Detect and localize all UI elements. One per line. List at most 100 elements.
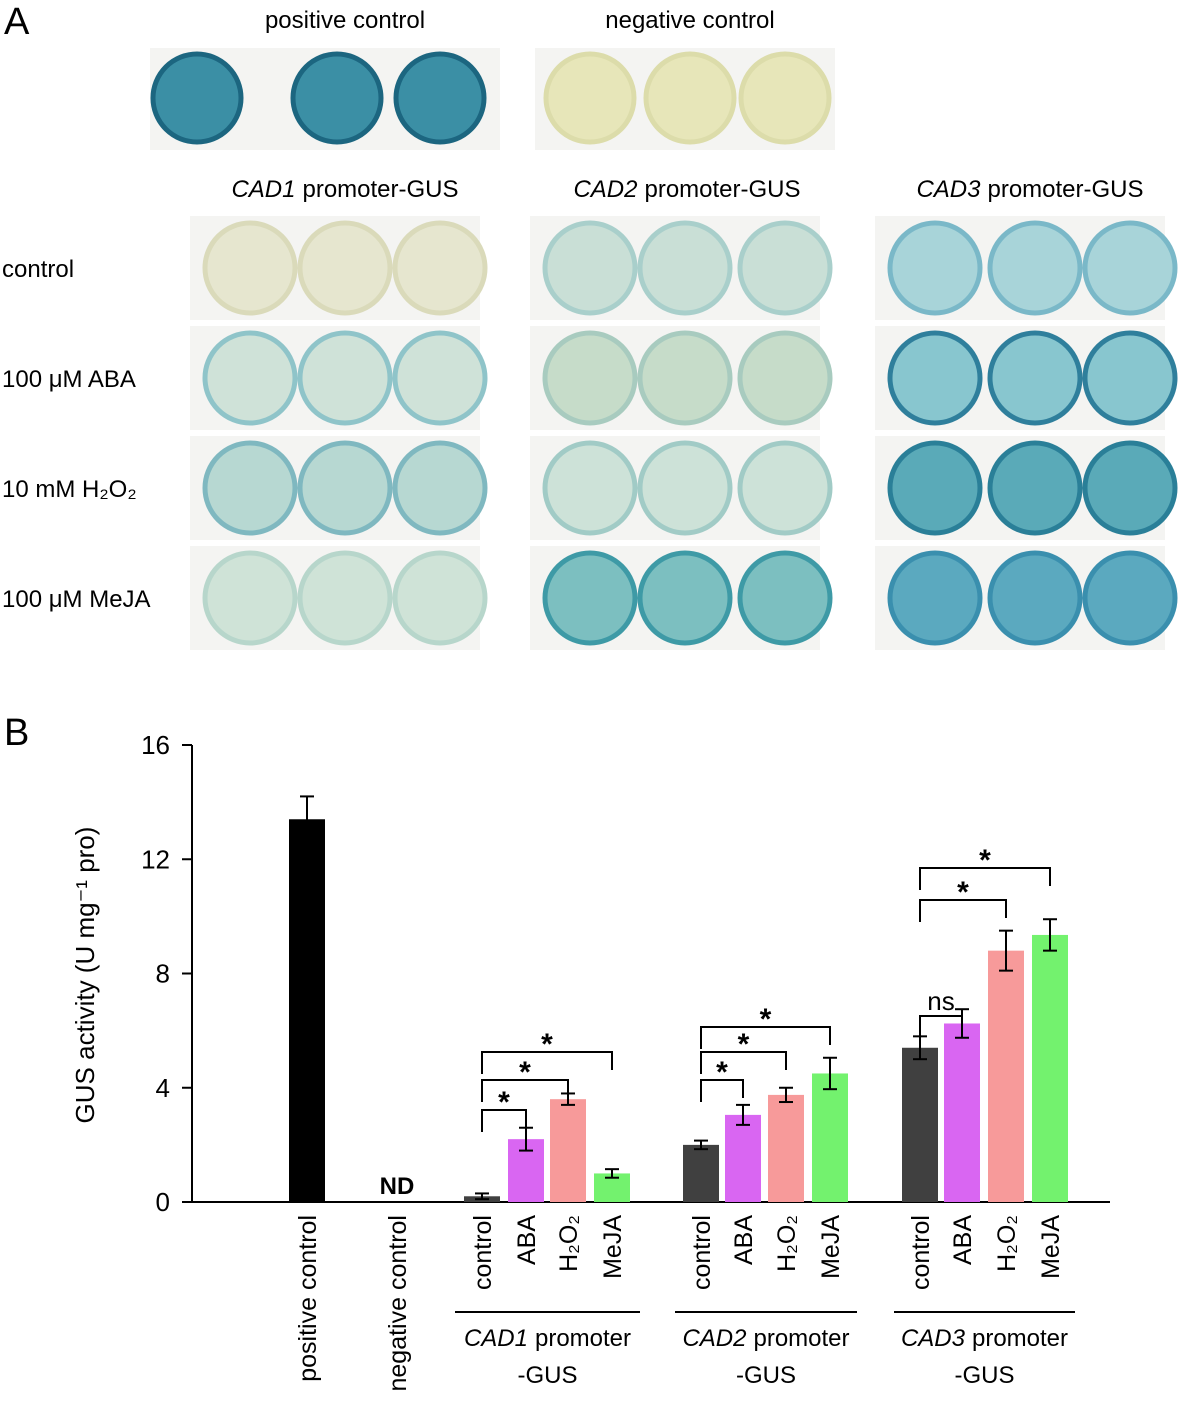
gene-name: CAD3 <box>916 176 981 203</box>
x-tick-label: MeJA <box>1037 1215 1065 1279</box>
x-tick-label: positive control <box>294 1215 322 1382</box>
leaf-disc <box>987 550 1083 646</box>
value-label: ND <box>380 1173 415 1200</box>
leaf-disc <box>1082 550 1178 646</box>
group-label: -GUS <box>736 1362 796 1389</box>
significance-bracket <box>481 1051 613 1074</box>
group-label: CAD3 promoter <box>901 1325 1068 1352</box>
bar <box>725 1114 761 1202</box>
x-tick-label: control <box>688 1215 716 1290</box>
leaf-disc <box>737 330 833 426</box>
error-bar <box>300 795 314 844</box>
row-label: 100 μM MeJA <box>2 586 151 613</box>
group-label-text: promoter <box>753 1325 849 1352</box>
leaf-disc <box>737 440 833 536</box>
leaf-disc <box>1082 440 1178 536</box>
leaf-disc <box>738 51 832 145</box>
leaf-disc <box>150 51 244 145</box>
x-tick-label: ABA <box>513 1215 541 1265</box>
leaf-disc <box>543 51 637 145</box>
significance-bracket <box>919 867 1051 890</box>
leaf-disc <box>737 550 833 646</box>
significance-label: * <box>760 1003 772 1036</box>
significance-bracket <box>700 1051 787 1074</box>
error-bar <box>823 1056 837 1091</box>
column-title-text: promoter-GUS <box>302 176 458 203</box>
leaf-disc <box>643 51 737 145</box>
leaf-disc <box>637 440 733 536</box>
row-label: 100 μM ABA <box>2 366 136 393</box>
leaf-disc <box>202 440 298 536</box>
significance-label: * <box>541 1028 553 1061</box>
gene-name: CAD3 <box>901 1325 966 1352</box>
significance-bracket <box>700 1079 744 1102</box>
bar <box>768 1094 804 1202</box>
significance-bracket <box>481 1109 527 1132</box>
x-tick-label: control <box>907 1215 935 1290</box>
column-title: CAD1 promoter-GUS <box>231 176 458 203</box>
significance-label: * <box>716 1056 728 1089</box>
x-tick-label: MeJA <box>599 1215 627 1279</box>
significance-label: * <box>957 876 969 909</box>
leaf-disc <box>887 550 983 646</box>
error-bar <box>1043 918 1057 952</box>
bar <box>550 1099 586 1202</box>
group-label-text: promoter <box>972 1325 1068 1352</box>
significance-bracket <box>919 899 1007 922</box>
leaf-disc <box>542 330 638 426</box>
error-bar <box>736 1103 750 1126</box>
significance-label: * <box>738 1028 750 1061</box>
leaf-disc <box>1082 330 1178 426</box>
leaf-disc <box>297 220 393 316</box>
y-tick-label: 8 <box>156 959 170 989</box>
panel-label: A <box>4 1 30 43</box>
panel-label: B <box>4 712 29 754</box>
bar <box>944 1023 980 1202</box>
bar <box>902 1047 938 1202</box>
group-label: CAD2 promoter <box>682 1325 849 1352</box>
row-label: 10 mM H₂O₂ <box>2 476 137 503</box>
x-tick-label: H₂O₂ <box>993 1215 1021 1272</box>
bar <box>988 950 1024 1202</box>
gene-name: CAD1 <box>464 1325 528 1352</box>
x-tick-label: ABA <box>949 1215 977 1265</box>
leaf-disc <box>887 220 983 316</box>
column-title-text: promoter-GUS <box>644 176 800 203</box>
leaf-disc <box>987 330 1083 426</box>
x-tick-label: negative control <box>384 1215 412 1392</box>
leaf-disc <box>392 440 488 536</box>
y-axis-label: GUS activity (U mg⁻¹ pro) <box>70 827 100 1124</box>
x-tick-label: ABA <box>730 1215 758 1265</box>
leaf-disc <box>392 550 488 646</box>
group-label-text: promoter <box>535 1325 631 1352</box>
significance-bracket <box>919 1015 963 1038</box>
leaf-disc <box>542 220 638 316</box>
leaf-disc <box>297 440 393 536</box>
leaf-disc <box>202 330 298 426</box>
top-title: negative control <box>605 7 774 34</box>
y-tick-label: 12 <box>141 844 170 874</box>
leaf-disc <box>987 220 1083 316</box>
gene-name: CAD2 <box>573 176 637 203</box>
leaf-disc <box>392 330 488 426</box>
x-tick-label: MeJA <box>817 1215 845 1279</box>
significance-bracket <box>700 1026 831 1049</box>
leaf-disc <box>297 550 393 646</box>
error-bar <box>475 1192 489 1201</box>
x-tick-label: H₂O₂ <box>773 1215 801 1272</box>
leaf-disc <box>637 220 733 316</box>
gene-name: CAD1 <box>231 176 295 203</box>
column-title-text: promoter-GUS <box>987 176 1143 203</box>
error-bar <box>694 1139 708 1151</box>
leaf-disc <box>202 550 298 646</box>
bar <box>812 1073 848 1202</box>
leaf-disc <box>542 440 638 536</box>
leaf-disc <box>887 440 983 536</box>
leaf-disc <box>393 51 487 145</box>
significance-bracket <box>481 1079 569 1102</box>
bar <box>289 819 325 1202</box>
error-bar <box>999 929 1013 972</box>
y-tick-label: 4 <box>156 1073 170 1103</box>
significance-label: * <box>498 1086 510 1119</box>
row-label: control <box>2 256 74 283</box>
